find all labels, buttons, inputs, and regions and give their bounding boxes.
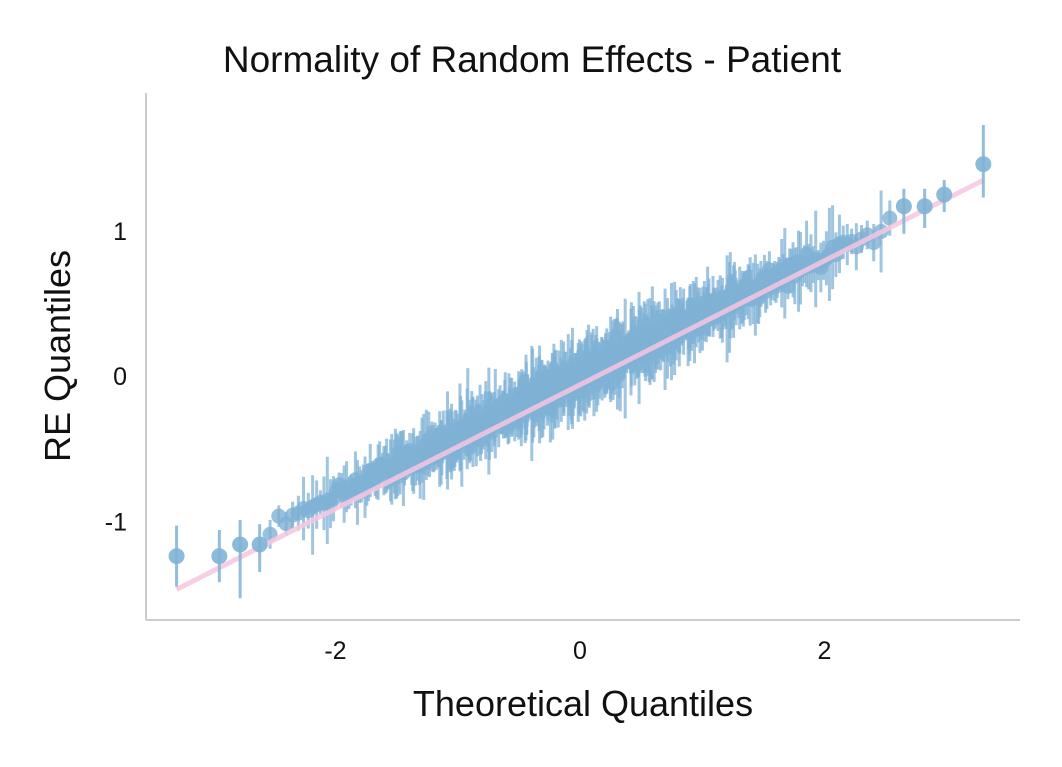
point-marker (975, 156, 992, 173)
x-axis-label: Theoretical Quantiles (413, 683, 753, 724)
point-marker (895, 198, 912, 215)
x-tick-labels: -2 0 2 (324, 637, 831, 665)
tail-point (916, 188, 933, 229)
y-axis-label: RE Quantiles (37, 250, 78, 462)
tail-point (168, 525, 185, 587)
tail-point (895, 188, 912, 234)
tail-point (251, 524, 268, 573)
y-tick-label: 0 (113, 363, 127, 391)
x-tick-label: 2 (817, 637, 831, 665)
tail-point (211, 529, 228, 583)
point-marker (232, 536, 249, 553)
y-tick-label: 1 (113, 218, 127, 246)
reference-line-layer (175, 177, 985, 592)
point-marker (211, 548, 228, 565)
tail-point (232, 519, 249, 599)
y-tick-labels: -1 0 1 (105, 218, 127, 536)
x-tick-label: 0 (573, 637, 587, 665)
point-marker (168, 548, 185, 565)
highlighted-points-layer (168, 124, 992, 599)
reference-line (175, 177, 985, 592)
tail-point (975, 124, 992, 198)
x-tick-label: -2 (324, 637, 346, 665)
point-marker (882, 210, 898, 226)
point-marker (916, 198, 933, 215)
chart-title: Normality of Random Effects - Patient (223, 39, 842, 80)
point-marker (251, 536, 268, 553)
y-tick-label: -1 (105, 508, 127, 536)
tail-point (936, 180, 953, 213)
point-marker (936, 186, 953, 203)
